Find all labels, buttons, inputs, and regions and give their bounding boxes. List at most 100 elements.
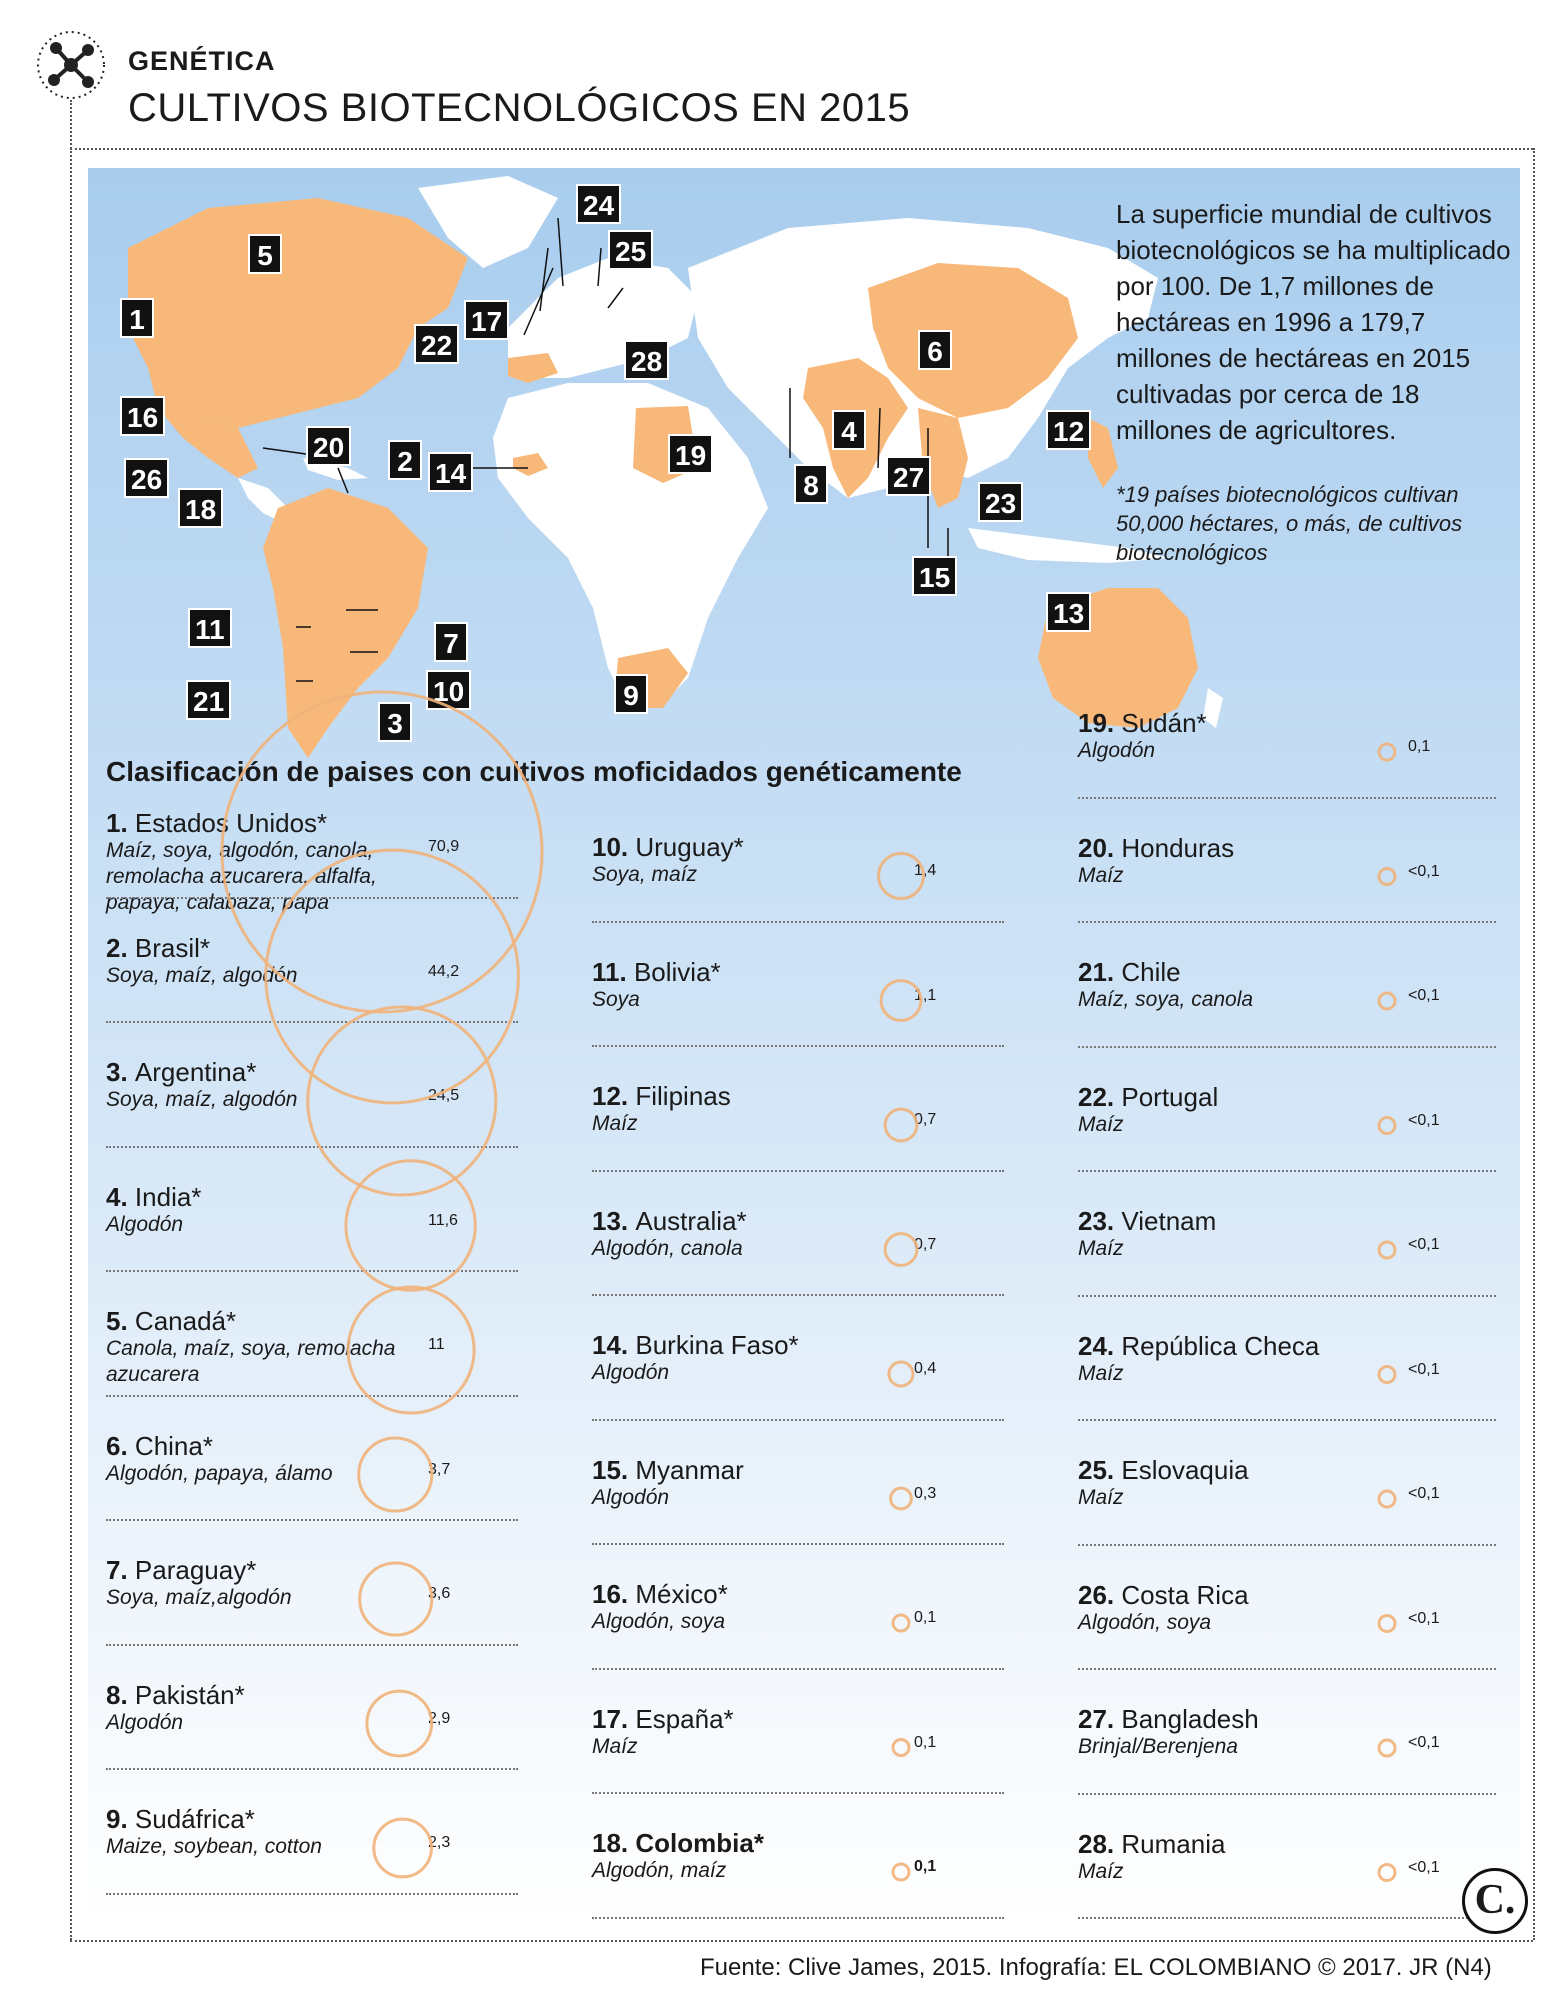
country-label: Sudán* bbox=[1121, 708, 1207, 738]
area-value: <0,1 bbox=[1408, 1609, 1440, 1627]
row-separator bbox=[1078, 1792, 1496, 1795]
crops-list: Maíz, soya, algodón, canola, remolacha a… bbox=[106, 839, 377, 914]
map-badge-19: 19 bbox=[668, 434, 714, 474]
intro-note: *19 países biotecnológicos cultivan 50,0… bbox=[1116, 482, 1463, 565]
country-name: 11. Bolivia* bbox=[592, 957, 1012, 987]
map-badge-6: 6 bbox=[918, 330, 952, 370]
map-badge-16: 16 bbox=[120, 396, 166, 436]
row-separator bbox=[106, 1270, 518, 1272]
crops-list: Maíz bbox=[1078, 1237, 1124, 1260]
crops-list: Soya, maíz, algodón bbox=[106, 1088, 298, 1111]
row-separator bbox=[1078, 1419, 1496, 1421]
map-badge-18: 18 bbox=[178, 488, 224, 528]
frame-border-top bbox=[70, 148, 1533, 150]
map-badge-21: 21 bbox=[186, 680, 232, 720]
country-rank: 9. bbox=[106, 1804, 135, 1834]
country-label: Canadá* bbox=[134, 1306, 237, 1336]
map-badge-26: 26 bbox=[124, 458, 170, 498]
map-badge-13: 13 bbox=[1046, 592, 1092, 632]
crops-list: Soya, maíz bbox=[592, 863, 698, 886]
row-separator bbox=[592, 1543, 1004, 1545]
ranking-entry: 9. Sudáfrica* Maize, soybean, cotton bbox=[106, 1804, 526, 1860]
map-badge-1: 1 bbox=[120, 298, 154, 338]
country-name: 12. Filipinas bbox=[592, 1081, 1012, 1111]
page-title: CULTIVOS BIOTECNOLÓGICOS EN 2015 bbox=[128, 86, 911, 130]
ranking-entry: 17. España* Maíz bbox=[592, 1704, 1012, 1760]
row-separator bbox=[1078, 1917, 1496, 1919]
country-rank: 4. bbox=[106, 1181, 135, 1212]
country-name: 24. República Checa bbox=[1078, 1331, 1498, 1361]
country-label: Pakistán* bbox=[134, 1679, 245, 1710]
row-separator bbox=[1078, 1045, 1496, 1048]
crops-list: Maíz bbox=[1078, 1112, 1124, 1136]
molecule-icon bbox=[37, 31, 105, 99]
country-rank: 2. bbox=[106, 932, 135, 963]
intro-text: La superficie mundial de cultivos biotec… bbox=[1116, 199, 1511, 445]
country-rank: 23. bbox=[1078, 1206, 1122, 1236]
ranking-entry: 7. Paraguay* Soya, maíz,algodón bbox=[106, 1555, 526, 1611]
ranking-entry: 5. Canadá* Canola, maíz, soya, remolacha … bbox=[106, 1306, 526, 1388]
country-label: Vietnam bbox=[1121, 1206, 1217, 1236]
crops-list: Maíz bbox=[592, 1734, 638, 1758]
map-badge-15: 15 bbox=[912, 556, 958, 596]
country-label: Sudáfrica* bbox=[134, 1804, 255, 1834]
crops-list: Maize, soybean, cotton bbox=[106, 1835, 322, 1858]
country-label: Uruguay* bbox=[635, 832, 744, 862]
country-name: 7. Paraguay* bbox=[106, 1555, 526, 1585]
country-name: 1. Estados Unidos* bbox=[106, 808, 526, 838]
area-value: 0,7 bbox=[914, 1111, 937, 1128]
country-rank: 7. bbox=[106, 1555, 135, 1585]
country-name: 23. Vietnam bbox=[1078, 1206, 1498, 1236]
country-name: 2. Brasil* bbox=[106, 933, 526, 963]
country-label: Argentina* bbox=[134, 1057, 257, 1087]
country-rank: 26. bbox=[1078, 1579, 1122, 1610]
country-name: 9. Sudáfrica* bbox=[106, 1804, 526, 1834]
country-rank: 12. bbox=[592, 1081, 636, 1111]
area-value: 0,1 bbox=[914, 1858, 937, 1875]
row-separator bbox=[106, 1519, 518, 1521]
area-value: 44,2 bbox=[428, 962, 460, 980]
crops-list: Canola, maíz, soya, remolacha azucarera bbox=[106, 1337, 396, 1386]
ranking-entry: 22. Portugal Maíz bbox=[1078, 1082, 1498, 1138]
ranking-entry: 18. Colombia* Algodón, maíz bbox=[592, 1828, 1012, 1884]
country-name: 18. Colombia* bbox=[592, 1828, 1012, 1858]
crops-list: Algodón bbox=[1078, 739, 1156, 762]
country-rank: 13. bbox=[592, 1205, 636, 1236]
area-value: 3,7 bbox=[428, 1460, 451, 1478]
country-label: Costa Rica bbox=[1121, 1579, 1249, 1610]
country-name: 21. Chile bbox=[1078, 957, 1498, 987]
row-separator bbox=[106, 1892, 518, 1895]
country-rank: 28. bbox=[1078, 1828, 1122, 1859]
map-badge-24: 24 bbox=[576, 184, 622, 224]
area-value: <0,1 bbox=[1408, 1485, 1440, 1502]
crops-list: Soya, maíz,algodón bbox=[106, 1586, 292, 1609]
row-separator bbox=[1078, 1294, 1496, 1297]
area-value: 3,6 bbox=[428, 1585, 451, 1602]
map-badge-14: 14 bbox=[428, 452, 474, 492]
country-rank: 25. bbox=[1078, 1455, 1122, 1485]
ranking-entry: 1. Estados Unidos* Maíz, soya, algodón, c… bbox=[106, 808, 526, 916]
area-value: 0,1 bbox=[1408, 738, 1431, 755]
ranking-entry: 2. Brasil* Soya, maíz, algodón bbox=[106, 933, 526, 989]
row-separator bbox=[1078, 921, 1496, 923]
country-label: Brasil* bbox=[134, 932, 211, 963]
country-name: 22. Portugal bbox=[1078, 1082, 1498, 1112]
frame-border-left bbox=[70, 100, 72, 1940]
map-badge-12: 12 bbox=[1046, 410, 1092, 450]
country-rank: 17. bbox=[592, 1703, 636, 1734]
china bbox=[868, 263, 1078, 418]
country-label: China* bbox=[134, 1430, 213, 1461]
area-value: <0,1 bbox=[1408, 862, 1440, 880]
map-badge-22: 22 bbox=[414, 324, 460, 364]
area-value: 0,1 bbox=[914, 1733, 937, 1751]
area-value: 2,3 bbox=[428, 1834, 451, 1851]
crops-list: Maíz bbox=[1078, 1361, 1124, 1385]
area-value: 1,1 bbox=[914, 986, 937, 1004]
country-rank: 27. bbox=[1078, 1704, 1122, 1734]
crops-list: Soya bbox=[592, 987, 640, 1011]
row-separator bbox=[1078, 1170, 1496, 1172]
ranking-entry: 19. Sudán* Algodón bbox=[1078, 708, 1498, 764]
country-rank: 20. bbox=[1078, 832, 1122, 863]
country-rank: 22. bbox=[1078, 1081, 1122, 1112]
crops-list: Algodón bbox=[592, 1361, 670, 1384]
